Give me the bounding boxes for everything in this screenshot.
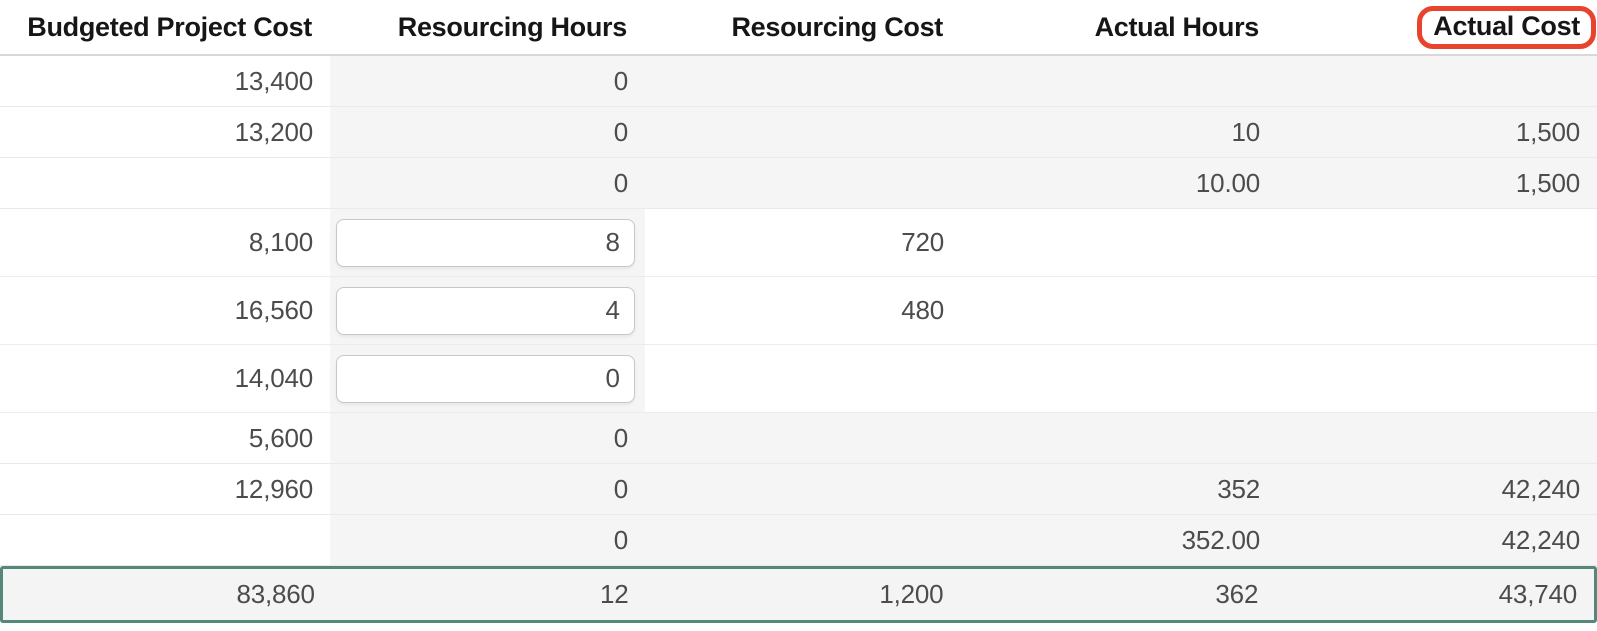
cell-actual-cost xyxy=(1277,413,1597,463)
table-row: 16,560 480 xyxy=(0,277,1597,345)
cell-resourcing-cost xyxy=(645,515,961,565)
resourcing-hours-input[interactable] xyxy=(336,286,635,335)
cell-resourcing-cost xyxy=(645,158,961,208)
cell-resourcing-cost: 720 xyxy=(901,227,944,257)
total-resourcing-hours: 12 xyxy=(600,579,629,609)
cell-actual-cost xyxy=(1277,345,1597,412)
table-row: 13,200 0 10 1,500 xyxy=(0,107,1597,158)
table-row: 0 352.00 42,240 xyxy=(0,515,1597,566)
cell-resourcing-hours: 0 xyxy=(330,158,645,208)
cell-actual-hours xyxy=(961,345,1277,412)
cell-resourcing-hours xyxy=(330,209,645,276)
actual-cost-annotation-ring: Actual Cost xyxy=(1417,5,1596,49)
column-header-label: Budgeted Project Cost xyxy=(27,11,312,42)
table-row: 14,040 xyxy=(0,345,1597,413)
column-header-budgeted-project-cost: Budgeted Project Cost xyxy=(0,0,330,54)
column-header-resourcing-cost: Resourcing Cost xyxy=(645,0,961,54)
cell-resourcing-hours: 0 xyxy=(330,515,645,565)
column-header-actual-cost: Actual Cost xyxy=(1277,0,1597,54)
table-row: 0 10.00 1,500 xyxy=(0,158,1597,209)
cell-actual-cost: 42,240 xyxy=(1277,464,1597,514)
table-totals-row: 83,860 12 1,200 362 43,740 xyxy=(0,566,1597,623)
cell-budgeted-project-cost: 12,960 xyxy=(0,464,330,514)
column-header-label: Resourcing Hours xyxy=(397,11,628,42)
table-row: 8,100 720 xyxy=(0,209,1597,277)
cell-budgeted-project-cost: 8,100 xyxy=(248,227,313,257)
cell-actual-hours: 10 xyxy=(961,107,1277,157)
table-body: 13,400013,2000101,500010.001,5008,100720… xyxy=(0,56,1597,566)
resourcing-hours-input[interactable] xyxy=(336,218,635,267)
column-header-actual-hours: Actual Hours xyxy=(961,0,1277,54)
cell-resourcing-hours: 0 xyxy=(330,107,645,157)
table-row: 12,960 0 352 42,240 xyxy=(0,464,1597,515)
total-resourcing-cost: 1,200 xyxy=(879,579,944,609)
cell-actual-cost xyxy=(1277,56,1597,106)
total-actual-hours: 362 xyxy=(1215,579,1259,609)
cell-resourcing-hours xyxy=(330,345,645,412)
table-header-row: Budgeted Project Cost Resourcing Hours Res… xyxy=(0,0,1597,56)
cell-budgeted-project-cost: 16,560 xyxy=(234,295,314,325)
cell-resourcing-hours: 0 xyxy=(330,56,645,106)
cell-budgeted-project-cost xyxy=(0,515,330,565)
column-header-label: Resourcing Cost xyxy=(731,11,943,42)
cell-actual-cost: 1,500 xyxy=(1277,107,1597,157)
cell-budgeted-project-cost: 14,040 xyxy=(234,363,314,393)
cell-budgeted-project-cost xyxy=(0,158,330,208)
column-header-label: Actual Hours xyxy=(1094,11,1260,42)
resourcing-hours-input[interactable] xyxy=(336,354,635,403)
table-row: 13,400 0 xyxy=(0,56,1597,107)
total-actual-cost: 43,740 xyxy=(1498,579,1578,609)
cell-budgeted-project-cost: 13,200 xyxy=(0,107,330,157)
cell-resourcing-hours: 0 xyxy=(330,464,645,514)
cell-actual-hours: 352.00 xyxy=(961,515,1277,565)
cell-resourcing-cost xyxy=(645,107,961,157)
table-row: 5,600 0 xyxy=(0,413,1597,464)
cell-actual-cost xyxy=(1277,209,1597,276)
cell-actual-cost xyxy=(1277,277,1597,344)
cell-actual-cost: 42,240 xyxy=(1277,515,1597,565)
column-header-resourcing-hours: Resourcing Hours xyxy=(330,0,645,54)
cell-resourcing-cost xyxy=(645,345,961,412)
cell-actual-cost: 1,500 xyxy=(1277,158,1597,208)
cell-actual-hours xyxy=(961,413,1277,463)
cell-actual-hours: 352 xyxy=(961,464,1277,514)
cell-actual-hours xyxy=(961,209,1277,276)
cell-resourcing-cost xyxy=(645,413,961,463)
cell-resourcing-cost xyxy=(645,464,961,514)
cell-budgeted-project-cost: 5,600 xyxy=(0,413,330,463)
cell-resourcing-cost: 480 xyxy=(901,295,944,325)
total-budgeted-project-cost: 83,860 xyxy=(236,579,315,609)
cell-actual-hours: 10.00 xyxy=(961,158,1277,208)
cell-resourcing-cost xyxy=(645,56,961,106)
cell-actual-hours xyxy=(961,277,1277,344)
cell-actual-hours xyxy=(961,56,1277,106)
cell-budgeted-project-cost: 13,400 xyxy=(0,56,330,106)
cell-resourcing-hours: 0 xyxy=(330,413,645,463)
cell-resourcing-hours xyxy=(330,277,645,344)
